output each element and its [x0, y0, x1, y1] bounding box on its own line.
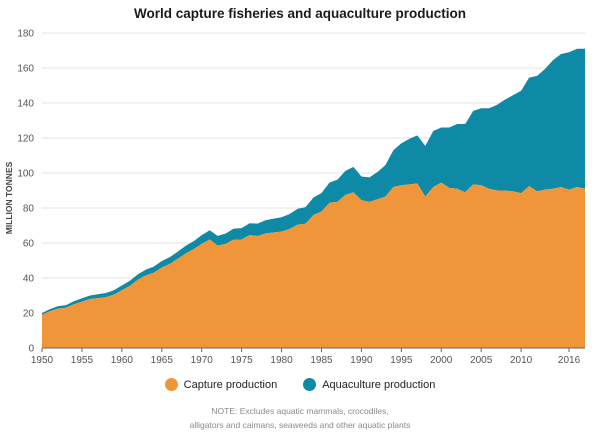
y-axis-label: MILLION TONNES	[4, 161, 14, 234]
chart-title: World capture fisheries and aquaculture …	[133, 6, 467, 21]
x-tick-label-2000: 2000	[430, 355, 453, 366]
y-tick-label-0: 0	[28, 344, 34, 355]
x-tick-label-1985: 1985	[310, 355, 333, 366]
legend-label-capture: Capture production	[183, 378, 278, 391]
x-tick-label-2005: 2005	[470, 355, 493, 366]
y-tick-label-100: 100	[17, 169, 34, 180]
y-tick-label-20: 20	[23, 309, 35, 320]
x-tick-label-1965: 1965	[151, 355, 174, 366]
y-tick-label-80: 80	[23, 204, 35, 215]
legend-item-aquaculture[interactable]: Aquaculture production	[303, 378, 435, 391]
y-tick-label-60: 60	[23, 239, 35, 250]
chart-plot: 0 20 40 60 80 100 120 140 160 180 1950 1955 1960 1965…	[4, 29, 585, 366]
x-tick-label-1995: 1995	[390, 355, 413, 366]
legend: Capture production Aquaculture productio…	[0, 378, 600, 391]
legend-label-aquaculture: Aquaculture production	[322, 378, 436, 391]
y-tick-label-120: 120	[17, 134, 34, 145]
legend-swatch-capture	[164, 378, 178, 391]
x-tick-label-1960: 1960	[111, 355, 134, 366]
x-tick-label-1955: 1955	[71, 355, 94, 366]
x-tick-label-1970: 1970	[191, 355, 214, 366]
legend-swatch-aquaculture	[303, 378, 317, 391]
x-tick-label-1975: 1975	[231, 355, 254, 366]
y-tick-label-40: 40	[23, 274, 35, 285]
y-tick-label-180: 180	[17, 29, 34, 40]
x-tick-label-1980: 1980	[270, 355, 293, 366]
note-line-2: alligators and caimans, seaweeds and oth…	[189, 420, 411, 430]
axis-layer: 0 20 40 60 80 100 120 140 160 180 1950 1955 1960 1965…	[17, 29, 585, 366]
x-tick-label-2016: 2016	[558, 355, 581, 366]
x-tick-label-1990: 1990	[350, 355, 373, 366]
area-layer	[42, 48, 585, 348]
aquaculture-production-area	[42, 48, 585, 315]
x-tick-label-1950: 1950	[31, 355, 54, 366]
y-tick-label-160: 160	[17, 64, 34, 75]
y-tick-label-140: 140	[17, 99, 34, 110]
capture-production-area	[42, 182, 585, 348]
x-tick-label-2010: 2010	[510, 355, 533, 366]
chart-note: NOTE: Excludes aquatic mammals, crocodil…	[0, 404, 600, 432]
legend-item-capture[interactable]: Capture production	[164, 378, 278, 391]
note-line-1: NOTE: Excludes aquatic mammals, crocodil…	[211, 406, 389, 416]
